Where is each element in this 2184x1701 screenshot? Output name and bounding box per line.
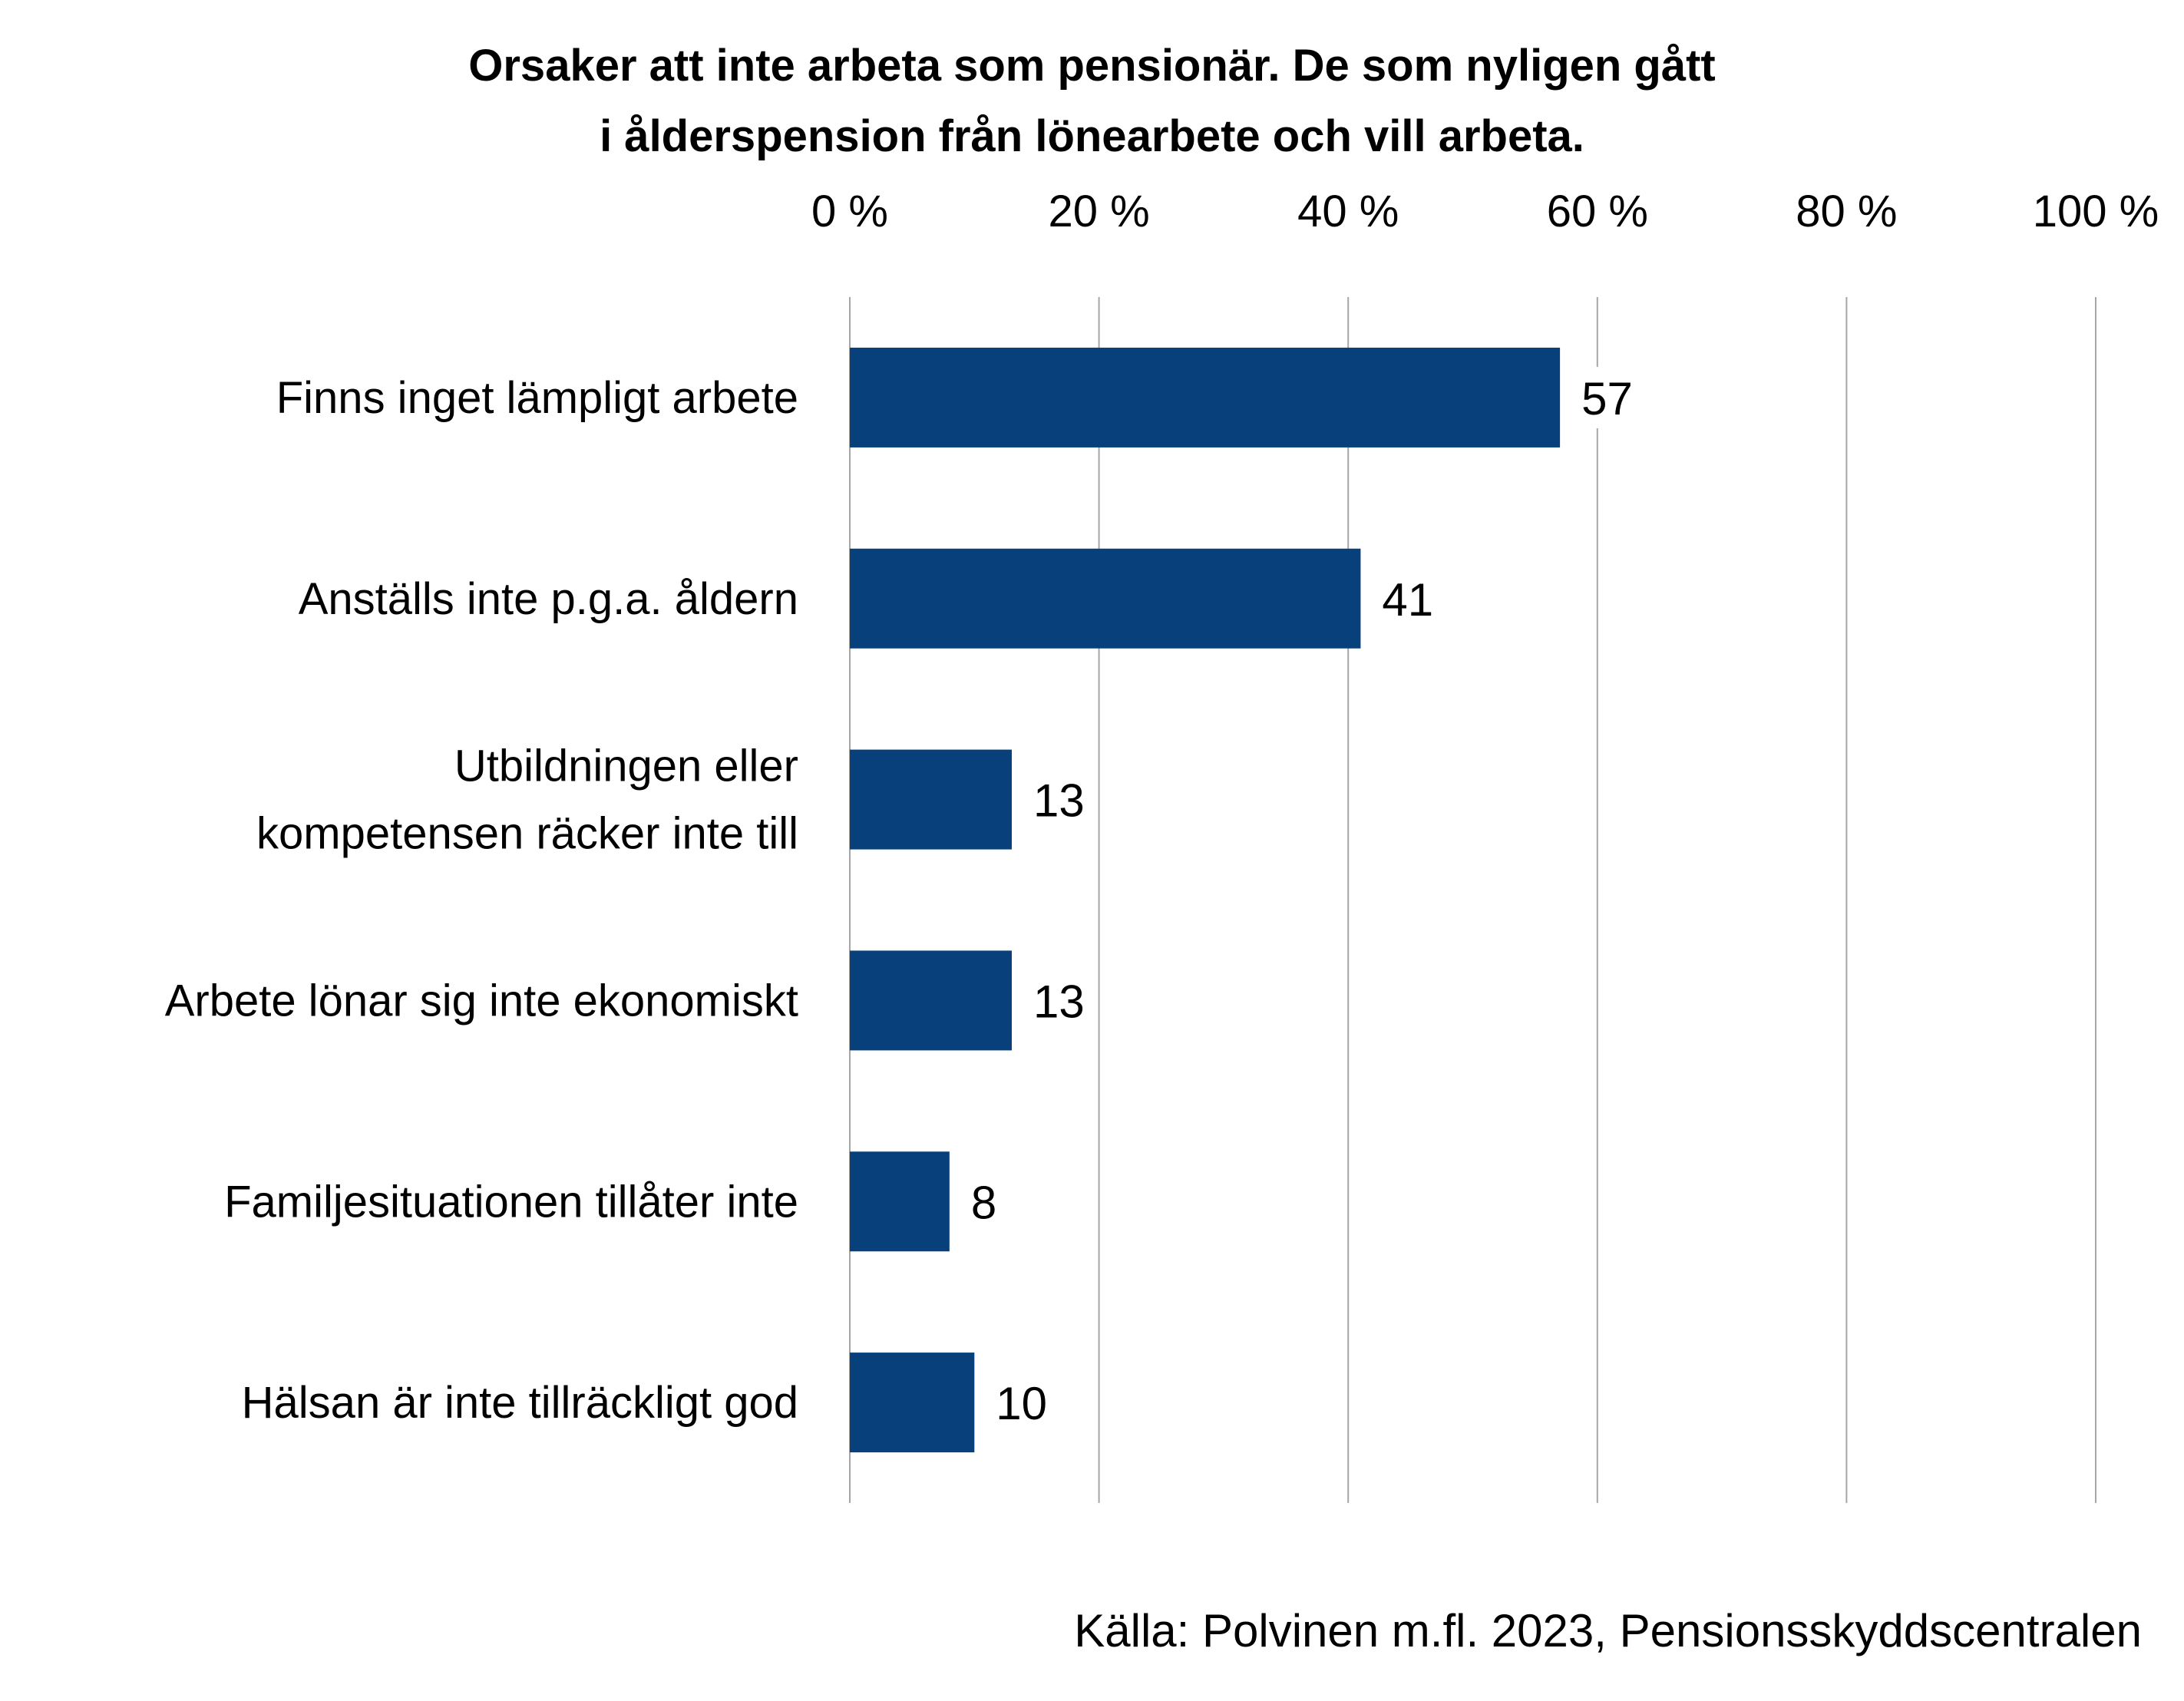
category-label-line-0-0: Finns inget lämpligt arbete bbox=[276, 373, 798, 423]
category-label-3: Arbete lönar sig inte ekonomiskt bbox=[165, 976, 798, 1026]
bar-5 bbox=[850, 1353, 975, 1453]
category-label-1: Anställs inte p.g.a. åldern bbox=[299, 574, 798, 624]
gridlines bbox=[849, 297, 2096, 1503]
bar-4 bbox=[850, 1151, 950, 1252]
category-label-line-5-0: Hälsan är inte tillräckligt god bbox=[242, 1378, 798, 1428]
chart-title-line-2: i ålderspension från lönearbete och vill… bbox=[600, 111, 1584, 161]
data-label-background-0 bbox=[1575, 366, 1639, 428]
x-tick-label-80: 80 % bbox=[1796, 187, 1897, 236]
category-label-line-1-0: Anställs inte p.g.a. åldern bbox=[299, 574, 798, 624]
category-label-line-2-0: Utbildningen eller bbox=[454, 742, 798, 791]
data-label-0: 57 bbox=[1581, 373, 1633, 424]
data-label-2: 13 bbox=[1033, 775, 1085, 827]
x-tick-label-20: 20 % bbox=[1048, 187, 1149, 236]
data-label-background-1 bbox=[1376, 567, 1439, 629]
category-labels: Finns inget lämpligt arbete Anställs inte… bbox=[165, 373, 798, 1428]
data-label-background-3 bbox=[1026, 969, 1090, 1032]
data-label-background-5 bbox=[990, 1372, 1053, 1434]
data-label-background-2 bbox=[1026, 768, 1090, 831]
bar-3 bbox=[850, 950, 1012, 1051]
bar-1 bbox=[850, 548, 1361, 649]
source-note: Källa: Polvinen m.fl. 2023, Pensionsskyd… bbox=[1074, 1605, 2142, 1656]
category-label-line-4-0: Familjesituationen tillåter inte bbox=[224, 1177, 798, 1227]
x-tick-label-100: 100 % bbox=[2033, 187, 2159, 236]
bar-0 bbox=[850, 347, 1561, 448]
category-label-2: Utbildningen eller kompetensen räcker int… bbox=[256, 742, 798, 859]
x-tick-label-40: 40 % bbox=[1297, 187, 1399, 236]
data-label-5: 10 bbox=[996, 1378, 1047, 1429]
x-tick-label-0: 0 % bbox=[811, 187, 888, 236]
chart-title-line-1: Orsaker att inte arbeta som pensionär. D… bbox=[468, 41, 1716, 91]
category-label-line-2-1: kompetensen räcker inte till bbox=[256, 809, 798, 859]
data-label-background-4 bbox=[964, 1171, 1003, 1233]
chart-title: Orsaker att inte arbeta som pensionär. D… bbox=[0, 31, 2184, 172]
x-axis-ticks: 0 % 20 % 40 % 60 % 80 % 100 % bbox=[811, 187, 2159, 236]
data-label-1: 41 bbox=[1382, 574, 1433, 626]
category-label-5: Hälsan är inte tillräckligt god bbox=[242, 1378, 798, 1428]
data-label-3: 13 bbox=[1033, 976, 1085, 1027]
bar-2 bbox=[850, 749, 1012, 850]
data-labels: 57 41 13 13 8 10 bbox=[964, 366, 1639, 1434]
data-label-4: 8 bbox=[971, 1177, 996, 1228]
bars bbox=[850, 347, 1561, 1453]
category-label-line-3-0: Arbete lönar sig inte ekonomiskt bbox=[165, 976, 798, 1026]
category-label-0: Finns inget lämpligt arbete bbox=[276, 373, 798, 423]
x-tick-label-60: 60 % bbox=[1547, 187, 1648, 236]
category-label-4: Familjesituationen tillåter inte bbox=[224, 1177, 798, 1227]
